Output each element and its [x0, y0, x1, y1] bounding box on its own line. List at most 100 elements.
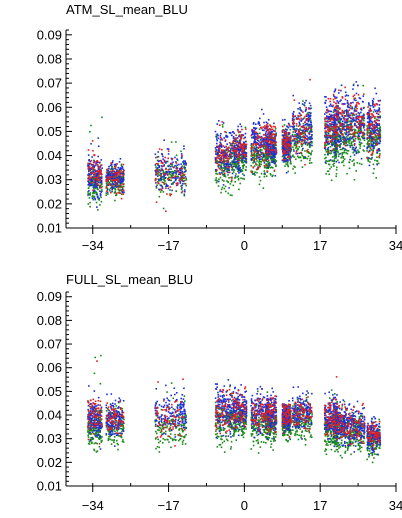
scatter-point-blue	[107, 174, 110, 177]
scatter-point-blue	[237, 145, 239, 148]
scatter-point-blue	[111, 168, 114, 171]
scatter-point-red	[377, 132, 379, 135]
scatter-point-blue	[261, 108, 263, 111]
scatter-point-green	[335, 149, 338, 152]
scatter-point-red	[95, 170, 98, 173]
scatter-point-green	[252, 153, 255, 156]
scatter-point-green	[223, 149, 226, 152]
scatter-point-green	[292, 168, 294, 170]
scatter-point-green	[295, 146, 298, 148]
scatter-point-red	[295, 152, 297, 155]
scatter-point-red	[360, 125, 363, 127]
scatter-point-red	[308, 141, 311, 144]
scatter-point-red	[95, 176, 98, 179]
scatter-point-blue	[252, 149, 255, 152]
scatter-point-red	[164, 172, 167, 175]
scatter-point-green	[216, 173, 219, 175]
scatter-point-blue	[334, 118, 336, 121]
scatter-point-red	[257, 146, 260, 149]
scatter-point-blue	[218, 161, 220, 163]
scatter-point-blue	[296, 128, 298, 130]
scatter-point-green	[229, 153, 231, 155]
scatter-point-green	[222, 162, 225, 165]
scatter-point-red	[99, 184, 101, 187]
scatter-point-blue	[355, 117, 357, 120]
scatter-point-green	[170, 175, 173, 177]
scatter-point-blue	[335, 119, 338, 122]
scatter-point-red	[223, 159, 225, 161]
scatter-point-blue	[306, 129, 308, 131]
scatter-point-red	[372, 136, 374, 138]
scatter-point-red	[219, 160, 221, 162]
scatter-point-green	[222, 164, 225, 166]
scatter-point-blue	[283, 137, 286, 139]
scatter-point-blue	[305, 141, 308, 144]
scatter-point-green	[368, 144, 370, 147]
scatter-point-red	[327, 140, 330, 143]
scatter-point-red	[123, 169, 125, 172]
scatter-point-green	[101, 189, 103, 191]
scatter-point-green	[232, 184, 235, 187]
scatter-point-blue	[375, 124, 378, 126]
scatter-point-green	[100, 183, 103, 186]
scatter-point-green	[264, 173, 266, 176]
scatter-point-red	[376, 103, 379, 106]
scatter-point-blue	[233, 132, 236, 135]
scatter-point-red	[239, 135, 242, 138]
scatter-point-red	[271, 148, 274, 151]
scatter-point-blue	[238, 149, 241, 152]
scatter-point-blue	[180, 153, 183, 155]
scatter-point-blue	[114, 180, 117, 183]
scatter-point-red	[265, 152, 267, 154]
scatter-point-green	[121, 176, 124, 179]
scatter-point-blue	[217, 149, 220, 152]
scatter-point-blue	[311, 144, 313, 147]
scatter-point-green	[101, 185, 103, 188]
scatter-point-red	[292, 120, 295, 123]
x-tick-label: 34	[389, 498, 402, 513]
scatter-point-blue	[329, 115, 332, 118]
scatter-point-blue	[236, 128, 239, 131]
scatter-point-blue	[338, 136, 341, 138]
scatter-point-blue	[358, 135, 361, 138]
scatter-point-blue	[375, 128, 378, 131]
scatter-point-red	[97, 175, 100, 177]
scatter-point-blue	[119, 167, 122, 169]
scatter-point-blue	[114, 168, 117, 170]
scatter-point-blue	[295, 130, 298, 132]
scatter-point-blue	[87, 165, 89, 168]
scatter-point-red	[333, 126, 336, 128]
scatter-point-green	[375, 177, 378, 179]
scatter-point-green	[263, 142, 266, 145]
scatter-point-blue	[111, 187, 114, 190]
scatter-point-blue	[239, 142, 242, 145]
scatter-point-green	[158, 195, 161, 198]
scatter-point-red	[282, 152, 284, 155]
scatter-point-blue	[218, 155, 220, 158]
scatter-point-blue	[338, 118, 340, 120]
scatter-point-blue	[170, 168, 172, 170]
scatter-point-red	[288, 131, 291, 134]
scatter-point-red	[309, 127, 312, 130]
scatter-point-blue	[239, 131, 242, 133]
scatter-point-red	[336, 132, 339, 135]
scatter-point-green	[233, 142, 235, 145]
scatter-point-green	[326, 138, 329, 141]
scatter-point-green	[216, 161, 218, 164]
scatter-point-green	[344, 132, 346, 134]
scatter-point-red	[283, 151, 286, 154]
scatter-point-blue	[234, 146, 237, 149]
scatter-point-blue	[345, 129, 348, 132]
scatter-point-blue	[113, 163, 116, 166]
scatter-point-green	[259, 132, 261, 135]
scatter-point-blue	[219, 139, 222, 141]
scatter-point-blue	[92, 174, 95, 176]
scatter-point-blue	[263, 139, 265, 141]
scatter-point-blue	[174, 172, 177, 174]
scatter-point-green	[185, 177, 188, 180]
scatter-point-blue	[250, 159, 253, 161]
scatter-point-green	[337, 155, 340, 158]
scatter-point-red	[117, 169, 119, 172]
scatter-point-red	[266, 147, 268, 150]
scatter-point-red	[326, 108, 329, 111]
